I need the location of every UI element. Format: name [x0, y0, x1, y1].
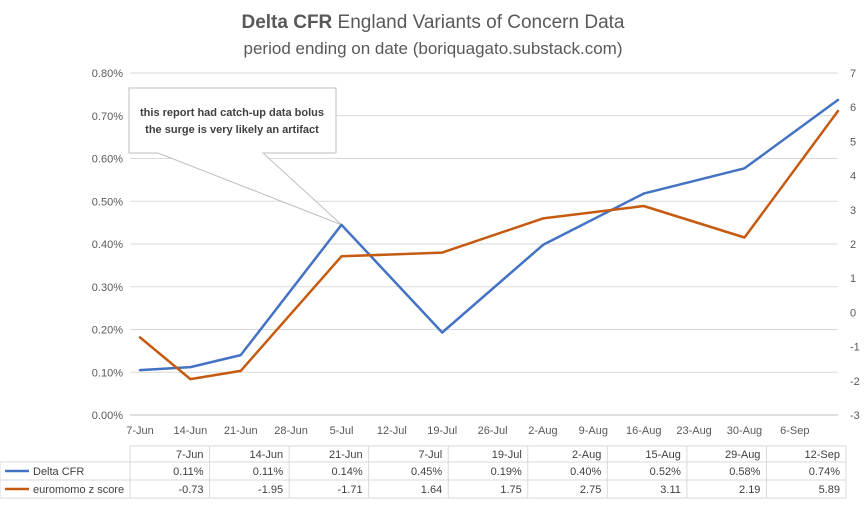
table-value-cell: 0.19% — [491, 466, 522, 478]
y-right-tick-label: 7 — [850, 68, 856, 80]
y-right-tick-label: 6 — [850, 102, 856, 114]
y-right-tick-label: 5 — [850, 136, 856, 148]
table-header-cell: 19-Jul — [492, 449, 522, 461]
chart-subtitle: period ending on date (boriquagato.subst… — [244, 39, 623, 58]
y-left-tick-label: 0.70% — [92, 111, 123, 123]
table-header-cell: 2-Aug — [572, 449, 601, 461]
y-right-tick-label: 3 — [850, 205, 856, 217]
y-left-tick-label: 0.50% — [92, 196, 123, 208]
x-tick-label: 26-Jul — [478, 425, 508, 437]
y-left-tick-label: 0.30% — [92, 282, 123, 294]
x-tick-label: 23-Aug — [676, 425, 711, 437]
table-header-cell: 21-Jun — [329, 449, 363, 461]
y-right-tick-label: 2 — [850, 239, 856, 251]
chart-title-bold: Delta CFR — [241, 12, 332, 33]
table-value-cell: 2.75 — [580, 484, 601, 496]
y-right-tick-label: 0 — [850, 307, 856, 319]
annotation-text: the surge is very likely an artifact — [145, 124, 319, 136]
table-value-cell: 2.19 — [739, 484, 760, 496]
table-value-cell: 1.64 — [421, 484, 442, 496]
x-tick-label: 9-Aug — [579, 425, 608, 437]
table-value-cell: 1.75 — [500, 484, 521, 496]
x-tick-label: 12-Jul — [377, 425, 407, 437]
x-tick-label: 5-Jul — [330, 425, 354, 437]
table-value-cell: -1.71 — [338, 484, 363, 496]
y-left-tick-label: 0.10% — [92, 367, 123, 379]
annotation-callout — [128, 87, 342, 226]
y-right-tick-label: -1 — [850, 342, 860, 354]
x-tick-label: 14-Jun — [174, 425, 208, 437]
chart-title-rest: England Variants of Concern Data — [332, 12, 625, 33]
legend-label: Delta CFR — [33, 466, 84, 478]
y-right-tick-label: 1 — [850, 273, 856, 285]
table-header-cell: 12-Sep — [805, 449, 840, 461]
y-left-tick-label: 0.40% — [92, 239, 123, 251]
table-value-cell: -0.73 — [178, 484, 203, 496]
x-tick-label: 21-Jun — [224, 425, 258, 437]
y-left-tick-label: 0.60% — [92, 154, 123, 166]
table-header-cell: 15-Aug — [645, 449, 680, 461]
table-value-cell: -1.95 — [258, 484, 283, 496]
table-value-cell: 0.45% — [411, 466, 442, 478]
table-value-cell: 5.89 — [819, 484, 840, 496]
table-header-cell: 14-Jun — [249, 449, 283, 461]
y-right-tick-label: -3 — [850, 410, 860, 422]
table-value-cell: 0.74% — [809, 466, 840, 478]
table-header-cell: 29-Aug — [725, 449, 760, 461]
table-value-cell: 0.40% — [570, 466, 601, 478]
chart-title: Delta CFR England Variants of Concern Da… — [241, 12, 624, 33]
legend-label: euromomo z score — [33, 484, 124, 496]
y-right-tick-label: -2 — [850, 376, 860, 388]
x-tick-label: 2-Aug — [528, 425, 557, 437]
x-tick-label: 30-Aug — [727, 425, 762, 437]
x-tick-label: 28-Jun — [274, 425, 308, 437]
table-value-cell: 0.11% — [173, 466, 204, 478]
y-left-tick-label: 0.00% — [92, 410, 123, 422]
table-value-cell: 0.14% — [331, 466, 362, 478]
table-header-cell: 7-Jul — [418, 449, 442, 461]
y-left-tick-label: 0.20% — [92, 325, 123, 337]
x-tick-label: 7-Jun — [126, 425, 154, 437]
table-value-cell: 0.52% — [650, 466, 681, 478]
table-value-cell: 3.11 — [660, 484, 681, 496]
annotation-text: this report had catch-up data bolus — [140, 107, 324, 119]
y-right-tick-label: 4 — [850, 171, 856, 183]
table-value-cell: 0.11% — [253, 466, 284, 478]
x-tick-label: 16-Aug — [626, 425, 661, 437]
x-tick-label: 19-Jul — [427, 425, 457, 437]
y-left-tick-label: 0.80% — [92, 68, 123, 80]
table-header-cell: 7-Jun — [176, 449, 204, 461]
x-tick-label: 6-Sep — [780, 425, 809, 437]
table-value-cell: 0.58% — [729, 466, 760, 478]
